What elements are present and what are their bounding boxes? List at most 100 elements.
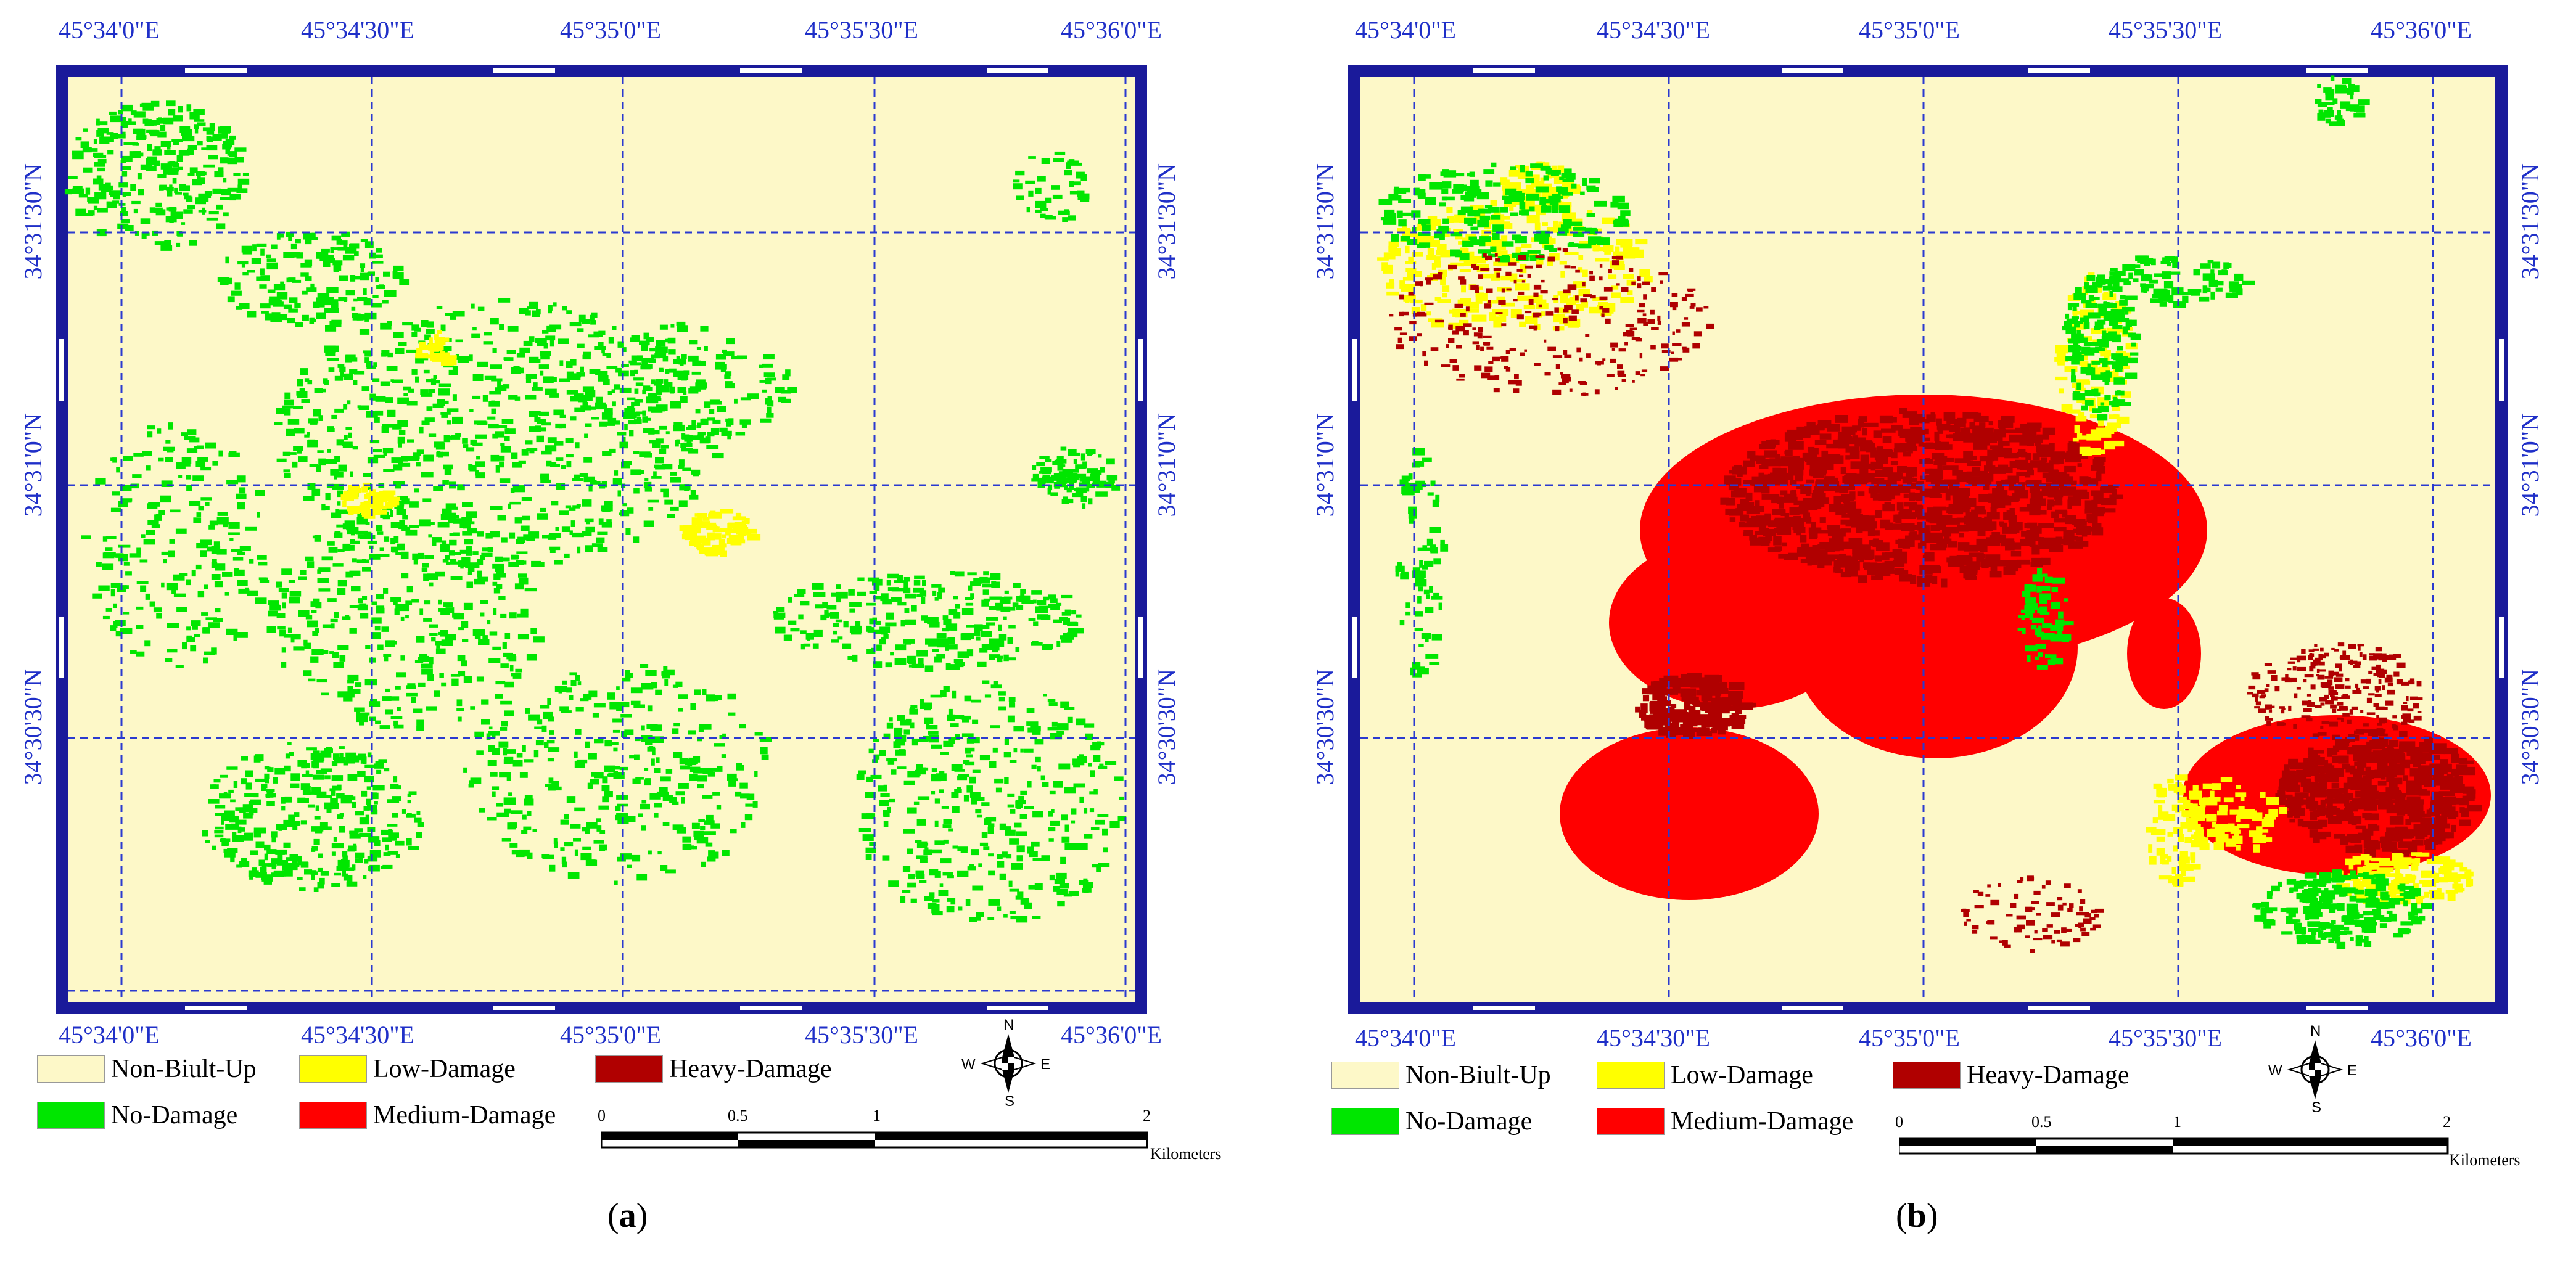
lon-label-top: 45°34'30"E (301, 16, 414, 44)
legend-item-non-built-up: Non-Biult-Up (37, 1054, 257, 1084)
lat-label-left: 34°30'30"N (1311, 669, 1339, 785)
map-panel-b: 45°34'0"E 45°34'30"E 45°35'0"E 45°35'30"… (1288, 0, 2576, 1262)
scale-tick-label: 1 (2173, 1113, 2181, 1131)
lon-label-bottom: 45°35'30"E (2109, 1024, 2222, 1052)
legend-swatch (1331, 1062, 1399, 1089)
east-letter: E (1040, 1056, 1051, 1073)
graticule (1360, 77, 2495, 1002)
legend-label: Heavy-Damage (1967, 1061, 2130, 1089)
scale-tick-label: 2 (2443, 1113, 2451, 1131)
legend-item-non-built-up: Non-Biult-Up (1331, 1060, 1551, 1090)
scale-units: Kilometers (2449, 1151, 2520, 1169)
lon-label-top: 45°34'0"E (1355, 16, 1456, 44)
legend-item-heavy-damage: Heavy-Damage (595, 1054, 832, 1084)
legend-swatch (299, 1102, 367, 1129)
lon-label-top: 45°35'30"E (2109, 16, 2222, 44)
lon-label-bottom: 45°35'30"E (805, 1021, 918, 1049)
lon-label-top: 45°35'0"E (560, 16, 661, 44)
scale-units: Kilometers (1150, 1145, 1222, 1163)
west-letter: W (961, 1056, 976, 1073)
lon-label-bottom: 45°36'0"E (1061, 1021, 1162, 1049)
north-arrow: N S W E (2268, 1023, 2357, 1116)
lon-label-bottom: 45°34'0"E (1355, 1024, 1456, 1052)
scale-tick-label: 0 (598, 1107, 606, 1125)
north-arrow: N S W E (961, 1017, 1050, 1110)
legend-item-no-damage: No-Damage (1331, 1107, 1532, 1136)
legend-swatch (1331, 1108, 1399, 1135)
lon-label-top: 45°35'0"E (1859, 16, 1960, 44)
legend-label: No-Damage (111, 1101, 238, 1129)
graticule (68, 77, 1135, 1002)
lon-label-top: 45°34'30"E (1597, 16, 1710, 44)
lon-label-bottom: 45°35'0"E (1859, 1024, 1960, 1052)
scale-bar-graphic (1899, 1137, 2449, 1155)
scale-tick-label: 0 (1895, 1113, 1903, 1131)
lat-label-right: 34°31'30"N (1153, 163, 1180, 280)
north-letter: N (2310, 1023, 2321, 1039)
lat-label-left: 34°30'30"N (19, 669, 47, 785)
map-panel-a: 45°34'0"E 45°34'30"E 45°35'0"E 45°35'30"… (19, 16, 1222, 1235)
legend-item-medium-damage: Medium-Damage (299, 1100, 556, 1130)
lat-label-left: 34°31'30"N (19, 163, 47, 280)
legend-item-no-damage: No-Damage (37, 1100, 237, 1130)
lon-label-bottom: 45°35'0"E (560, 1021, 661, 1049)
legend-swatch (299, 1055, 367, 1083)
legend-swatch (1597, 1108, 1665, 1135)
scale-tick-label: 2 (1143, 1107, 1151, 1125)
lon-label-top: 45°35'30"E (805, 16, 918, 44)
compass-icon (2287, 1040, 2344, 1099)
lon-label-top: 45°34'0"E (59, 16, 160, 44)
lon-label-bottom: 45°34'30"E (301, 1021, 414, 1049)
legend-label: Non-Biult-Up (1405, 1061, 1551, 1089)
land-cover-layer (64, 100, 1127, 923)
legend-label: Heavy-Damage (669, 1055, 832, 1083)
legend-label: No-Damage (1405, 1107, 1533, 1136)
scale-tick-label: 0.5 (728, 1107, 748, 1125)
map-a (56, 65, 1147, 1014)
lat-label-right: 34°31'0"N (1153, 413, 1180, 517)
legend-swatch (1597, 1062, 1665, 1089)
legend-label: Non-Biult-Up (111, 1055, 257, 1083)
lon-label-bottom: 45°34'30"E (1597, 1024, 1710, 1052)
lat-label-right: 34°31'30"N (2516, 163, 2544, 280)
legend-item-low-damage: Low-Damage (299, 1054, 516, 1084)
legend-swatch (37, 1055, 105, 1083)
scale-bar: 0 0.5 1 2 Kilometers (1895, 1113, 2520, 1174)
map-frame (56, 65, 1147, 1014)
legend-label: Medium-Damage (1671, 1107, 1854, 1136)
scale-bar-graphic (601, 1131, 1148, 1149)
lat-label-right: 34°31'0"N (2516, 413, 2544, 517)
legend-label: Medium-Damage (373, 1101, 556, 1129)
east-letter: E (2347, 1062, 2358, 1079)
panel-caption: (a) (607, 1197, 648, 1235)
legend-label: Low-Damage (373, 1055, 516, 1083)
lat-label-left: 34°31'0"N (1311, 413, 1339, 517)
scale-tick-label: 0.5 (2031, 1113, 2052, 1131)
panel-caption: (b) (1896, 1197, 1938, 1235)
lat-label-right: 34°30'30"N (1153, 669, 1180, 785)
legend-swatch (1893, 1062, 1961, 1089)
land-cover-layer (1377, 75, 2491, 953)
compass-icon (980, 1034, 1037, 1093)
south-letter: S (2311, 1099, 2322, 1116)
map-frame (1348, 65, 2508, 1014)
scale-bar: 0 0.5 1 2 Kilometers (598, 1107, 1222, 1168)
legend-item-low-damage: Low-Damage (1597, 1060, 1813, 1090)
lon-label-bottom: 45°34'0"E (59, 1021, 160, 1049)
scale-tick-label: 1 (873, 1107, 881, 1125)
north-letter: N (1003, 1017, 1014, 1033)
legend-item-heavy-damage: Heavy-Damage (1893, 1060, 2130, 1090)
lat-label-left: 34°31'0"N (19, 413, 47, 517)
lon-label-bottom: 45°36'0"E (2371, 1024, 2472, 1052)
legend-item-medium-damage: Medium-Damage (1597, 1107, 1853, 1136)
south-letter: S (1005, 1093, 1015, 1110)
lon-label-top: 45°36'0"E (2371, 16, 2472, 44)
legend-swatch (37, 1102, 105, 1129)
west-letter: W (2268, 1062, 2282, 1079)
lat-label-right: 34°30'30"N (2516, 669, 2544, 785)
legend-label: Low-Damage (1671, 1061, 1813, 1089)
lat-label-left: 34°31'30"N (1311, 163, 1339, 280)
map-b (1348, 65, 2508, 1014)
legend-swatch (595, 1055, 663, 1083)
lon-label-top: 45°36'0"E (1061, 16, 1162, 44)
